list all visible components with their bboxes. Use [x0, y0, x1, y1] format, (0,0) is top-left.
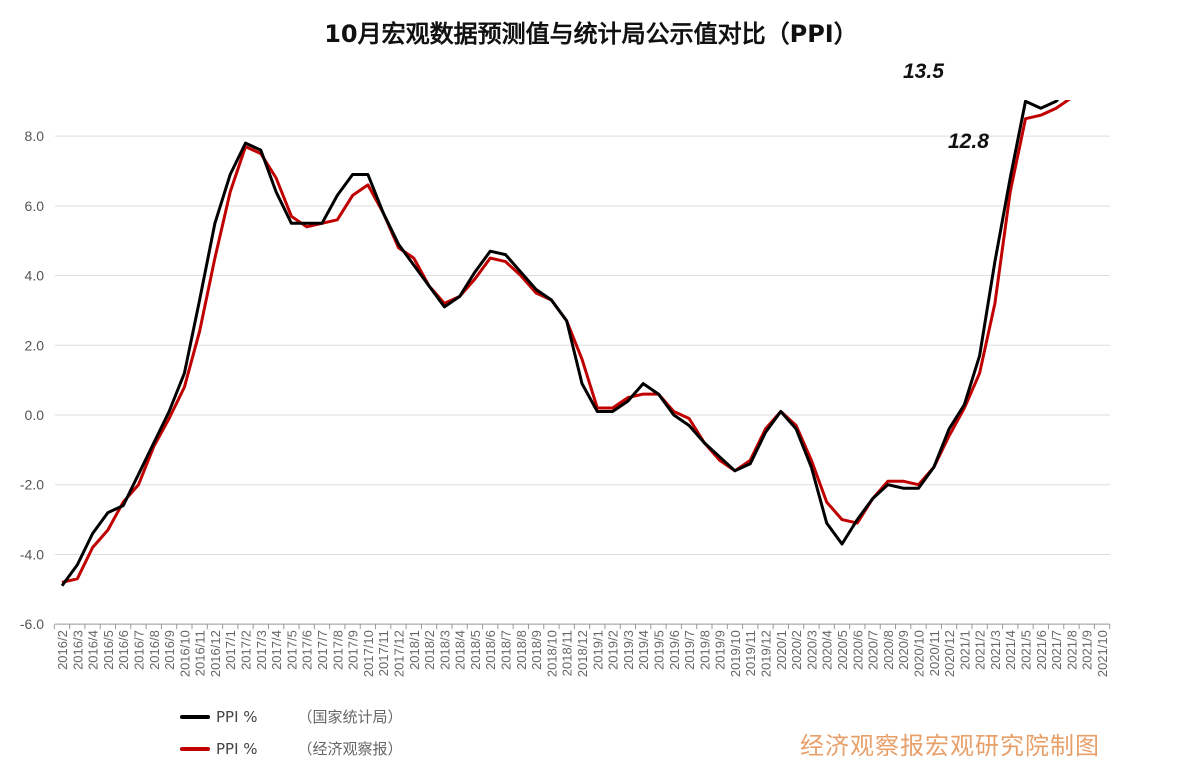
x-tick-label: 2018/2: [422, 630, 437, 670]
legend-label: PPI %: [216, 739, 258, 758]
x-tick-label: 2017/4: [269, 630, 284, 670]
x-tick-label: 2018/4: [453, 630, 468, 670]
y-tick-label: -6.0: [20, 616, 44, 632]
x-tick-label: 2021/6: [1034, 630, 1049, 670]
x-tick-label: 2016/10: [177, 630, 192, 677]
x-tick-label: 2016/4: [86, 630, 101, 670]
x-tick-label: 2016/7: [131, 630, 146, 670]
x-tick-label: 2019/10: [728, 630, 743, 677]
x-tick-label: 2018/11: [560, 630, 575, 676]
x-tick-label: 2019/5: [651, 630, 666, 670]
x-tick-label: 2021/8: [1064, 630, 1079, 670]
y-tick-label: 2.0: [25, 337, 45, 353]
x-tick-label: 2016/2: [55, 630, 70, 670]
x-tick-label: 2020/7: [866, 630, 881, 670]
x-tick-label: 2016/6: [116, 630, 131, 670]
x-tick-label: 2020/12: [942, 630, 957, 677]
x-tick-label: 2017/3: [254, 630, 269, 670]
x-tick-label: 2017/12: [391, 630, 406, 677]
y-tick-label: 6.0: [25, 198, 45, 214]
x-tick-label: 2018/9: [529, 630, 544, 670]
x-tick-label: 2021/3: [988, 630, 1003, 670]
x-tick-label: 2019/6: [667, 630, 682, 670]
y-tick-label: -2.0: [20, 477, 44, 493]
credit-watermark: 经济观察报宏观研究院制图: [800, 732, 1100, 760]
x-tick-label: 2020/8: [881, 630, 896, 670]
legend-source: （国家统计局）: [297, 708, 403, 726]
x-tick-label: 2020/2: [789, 630, 804, 670]
x-tick-label: 2017/9: [346, 630, 361, 670]
x-tick-label: 2019/4: [636, 630, 651, 670]
x-tick-label: 2020/1: [774, 630, 789, 670]
x-tick-label: 2020/4: [820, 630, 835, 670]
x-tick-label: 2016/12: [208, 630, 223, 677]
x-tick-label: 2017/11: [376, 630, 391, 676]
x-tick-label: 2019/2: [606, 630, 621, 670]
x-tick-label: 2018/12: [575, 630, 590, 677]
annotation-nbs-latest: 13.5: [903, 60, 944, 83]
legend-source: （经济观察报）: [297, 740, 403, 758]
x-tick-label: 2017/8: [330, 630, 345, 670]
x-tick-label: 2018/6: [483, 630, 498, 670]
x-tick-label: 2020/9: [896, 630, 911, 670]
chart-plot: -6.0 -4.0 -2.0 0.0 2.0 4.0 6.0 8.0 2016/2 2016/3…: [20, 100, 1111, 677]
x-tick-label: 2019/12: [759, 630, 774, 677]
legend-item-nbs: PPI % （国家统计局）: [180, 706, 403, 727]
legend-label: PPI %: [216, 707, 258, 726]
annotation-forecast-latest: 12.8: [948, 130, 989, 153]
x-tick-label: 2020/10: [911, 630, 926, 677]
x-tick-label: 2016/9: [162, 630, 177, 670]
x-tick-label: 2021/7: [1049, 630, 1064, 670]
x-tick-label: 2017/2: [239, 630, 254, 670]
y-tick-label: 4.0: [25, 268, 45, 284]
x-tick-label: 2018/1: [407, 630, 422, 670]
series-line-nbs: [60, 100, 1060, 587]
x-tick-label: 2019/1: [590, 630, 605, 670]
x-tick-label: 2021/1: [957, 630, 972, 670]
x-tick-label: 2020/11: [927, 630, 942, 676]
chart-title: 10月宏观数据预测值与统计局公示值对比（PPI）: [324, 20, 858, 48]
legend-swatch-black: [180, 714, 210, 719]
y-tick-label: 0.0: [25, 407, 45, 423]
x-tick-label: 2021/9: [1080, 630, 1095, 670]
y-tick-label: 8.0: [25, 128, 45, 144]
y-tick-label: -4.0: [20, 546, 44, 562]
x-tick-label: 2018/10: [544, 630, 559, 677]
x-tick-label: 2019/9: [713, 630, 728, 670]
x-tick-label: 2020/3: [804, 630, 819, 670]
x-tick-label: 2021/10: [1095, 630, 1110, 677]
x-tick-label: 2016/8: [147, 630, 162, 670]
legend-swatch-red: [180, 746, 210, 751]
x-tick-label: 2019/3: [621, 630, 636, 670]
x-tick-label: 2019/8: [697, 630, 712, 670]
x-tick-label: 2020/6: [850, 630, 865, 670]
x-tick-label: 2021/4: [1003, 630, 1018, 670]
x-tick-label: 2018/5: [468, 630, 483, 670]
legend-item-eeo: PPI % （经济观察报）: [180, 738, 403, 759]
x-tick-label: 2021/2: [973, 630, 988, 670]
x-tick-label: 2017/10: [361, 630, 376, 677]
x-tick-label: 2018/8: [514, 630, 529, 670]
x-tick-label: 2019/11: [743, 630, 758, 676]
x-tick-label: 2020/5: [835, 630, 850, 670]
x-tick-label: 2018/3: [437, 630, 452, 670]
series-line-eeo: [61, 100, 1071, 584]
x-tick-label: 2017/6: [300, 630, 315, 670]
x-tick-label: 2016/5: [101, 630, 116, 670]
x-tick-label: 2021/5: [1019, 630, 1034, 670]
x-tick-label: 2019/7: [682, 630, 697, 670]
x-tick-label: 2017/5: [284, 630, 299, 670]
x-tick-label: 2018/7: [499, 630, 514, 670]
x-tick-label: 2016/3: [70, 630, 85, 670]
x-tick-label: 2016/11: [193, 630, 208, 676]
x-tick-label: 2017/7: [315, 630, 330, 670]
x-tick-label: 2017/1: [223, 630, 238, 670]
